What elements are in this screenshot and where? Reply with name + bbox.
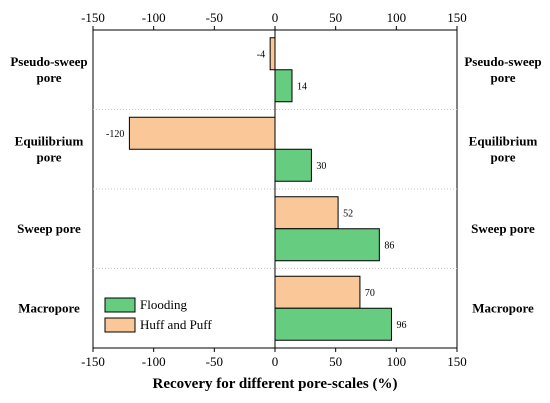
bottom-tick-label: 150 — [447, 354, 467, 369]
x-axis-title: Recovery for different pore-scales (%) — [153, 376, 398, 392]
category-label-left: Sweep pore — [17, 221, 81, 236]
data-label-flooding: 30 — [316, 161, 326, 172]
bar-flooding — [274, 69, 293, 103]
top-tick-label: 0 — [272, 10, 279, 25]
bar-huff-and-puff — [274, 196, 339, 230]
bottom-tick-label: -50 — [206, 354, 223, 369]
data-label-flooding: 96 — [396, 320, 406, 331]
bar-flooding — [274, 307, 392, 341]
category-label-left: pore — [36, 70, 61, 85]
category-label-left: Macropore — [18, 300, 80, 315]
bar-flooding — [274, 228, 380, 262]
top-axis: -150 -100 -50 0 50 100 150 — [81, 10, 467, 30]
top-tick-label: -150 — [81, 10, 105, 25]
category-label-right: Pseudo-sweep — [464, 54, 541, 69]
top-tick-label: -100 — [142, 10, 166, 25]
bar-huff-and-puff — [128, 116, 276, 150]
data-label-flooding: 14 — [297, 81, 307, 92]
category-label-right: Macropore — [472, 300, 534, 315]
data-label-flooding: 86 — [384, 240, 394, 251]
category-separators — [93, 109, 457, 269]
bars — [128, 37, 392, 341]
legend: Flooding Huff and Puff — [104, 297, 212, 333]
legend-swatch-flooding — [104, 297, 136, 313]
legend-label-huff-and-puff: Huff and Puff — [140, 317, 212, 332]
top-tick-label: 50 — [329, 10, 342, 25]
legend-swatch-huff-and-puff — [104, 317, 136, 333]
category-label-right: Sweep pore — [471, 221, 535, 236]
category-label-left: Pseudo-sweep — [10, 54, 87, 69]
bar-huff-and-puff — [269, 37, 276, 71]
bottom-tick-label: -100 — [142, 354, 166, 369]
bottom-tick-label: 100 — [387, 354, 407, 369]
bottom-axis: -150 -100 -50 0 50 100 150 — [81, 348, 467, 369]
data-label-huff-and-puff: -4 — [257, 49, 265, 60]
bottom-tick-label: 50 — [329, 354, 342, 369]
category-label-right: pore — [490, 149, 515, 164]
category-label-left: Equilibrium — [15, 133, 84, 148]
data-label-huff-and-puff: 70 — [365, 288, 375, 299]
bar-flooding — [274, 148, 312, 182]
category-label-left: pore — [36, 149, 61, 164]
top-tick-label: 150 — [447, 10, 467, 25]
bar-huff-and-puff — [274, 275, 361, 309]
bottom-tick-label: -150 — [81, 354, 105, 369]
top-tick-label: -50 — [206, 10, 223, 25]
bottom-tick-label: 0 — [272, 354, 279, 369]
data-label-huff-and-puff: 52 — [343, 208, 353, 219]
data-labels: -4 -120 52 70 14 30 86 96 — [106, 49, 406, 331]
category-label-right: pore — [490, 70, 515, 85]
data-label-huff-and-puff: -120 — [106, 129, 124, 140]
category-label-right: Equilibrium — [469, 133, 538, 148]
legend-label-flooding: Flooding — [140, 297, 187, 312]
top-tick-label: 100 — [387, 10, 407, 25]
